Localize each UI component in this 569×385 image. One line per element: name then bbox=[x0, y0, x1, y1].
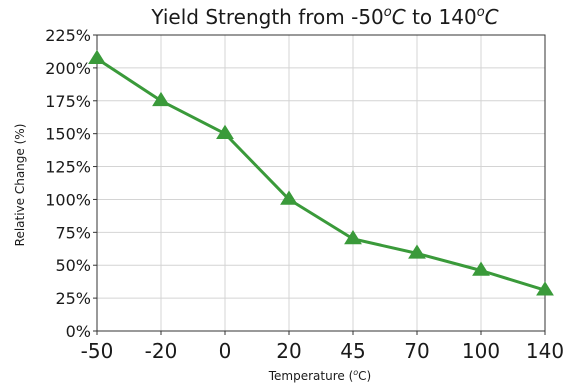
x-tick-label: 0 bbox=[219, 339, 232, 363]
y-axis-label: Relative Change (%) bbox=[13, 124, 27, 247]
data-point-marker bbox=[472, 261, 490, 276]
x-tick-labels: -50 -20 0 20 45 70 100 140 bbox=[81, 339, 564, 363]
data-point-marker bbox=[152, 91, 170, 107]
plot-frame bbox=[96, 34, 546, 332]
title-end-unit: o bbox=[477, 5, 485, 20]
y-tick-label: 225% bbox=[45, 26, 91, 45]
grid-lines bbox=[96, 34, 546, 332]
data-point-marker bbox=[344, 229, 362, 245]
y-tick-label: 50% bbox=[55, 256, 91, 275]
x-tick-label: 20 bbox=[276, 339, 301, 363]
xlabel-suffix: C) bbox=[358, 369, 371, 383]
x-tick-label: 140 bbox=[526, 339, 564, 363]
y-tick-label: 25% bbox=[55, 289, 91, 308]
title-mid-unit: o bbox=[384, 5, 392, 20]
x-tick-label: -20 bbox=[145, 339, 178, 363]
x-tick-label: 45 bbox=[340, 339, 365, 363]
y-tick-labels: 0% 25% 50% 75% 100% 125% 150% 175% 200% 225% bbox=[45, 26, 91, 341]
axes bbox=[93, 34, 546, 335]
xlabel-prefix: Temperature ( bbox=[268, 369, 354, 383]
data-series bbox=[88, 49, 554, 296]
y-tick-label: 125% bbox=[45, 158, 91, 177]
data-point-marker bbox=[280, 190, 298, 205]
series-line bbox=[96, 57, 546, 292]
title-end-c: C bbox=[485, 5, 499, 29]
title-mid-c: C bbox=[392, 5, 406, 29]
x-tick-label: -50 bbox=[81, 339, 114, 363]
chart-title: Yield Strength from -50oC to 140oC bbox=[150, 5, 498, 29]
xlabel-unit: o bbox=[353, 368, 358, 377]
y-tick-label: 0% bbox=[66, 322, 91, 341]
data-point-marker bbox=[216, 124, 234, 139]
x-tick-label: 70 bbox=[404, 339, 429, 363]
data-point-marker bbox=[536, 281, 554, 296]
y-tick-label: 175% bbox=[45, 92, 91, 111]
y-tick-label: 200% bbox=[45, 59, 91, 78]
x-tick-label: 100 bbox=[462, 339, 500, 363]
title-prefix: Yield Strength from -50 bbox=[150, 5, 383, 29]
data-point-marker bbox=[408, 244, 426, 259]
y-tick-label: 75% bbox=[55, 223, 91, 242]
x-axis-label: Temperature (oC) bbox=[268, 368, 371, 383]
data-point-marker bbox=[88, 49, 106, 64]
y-tick-label: 100% bbox=[45, 190, 91, 209]
y-tick-label: 150% bbox=[45, 125, 91, 144]
title-middle: to 140 bbox=[406, 5, 477, 29]
